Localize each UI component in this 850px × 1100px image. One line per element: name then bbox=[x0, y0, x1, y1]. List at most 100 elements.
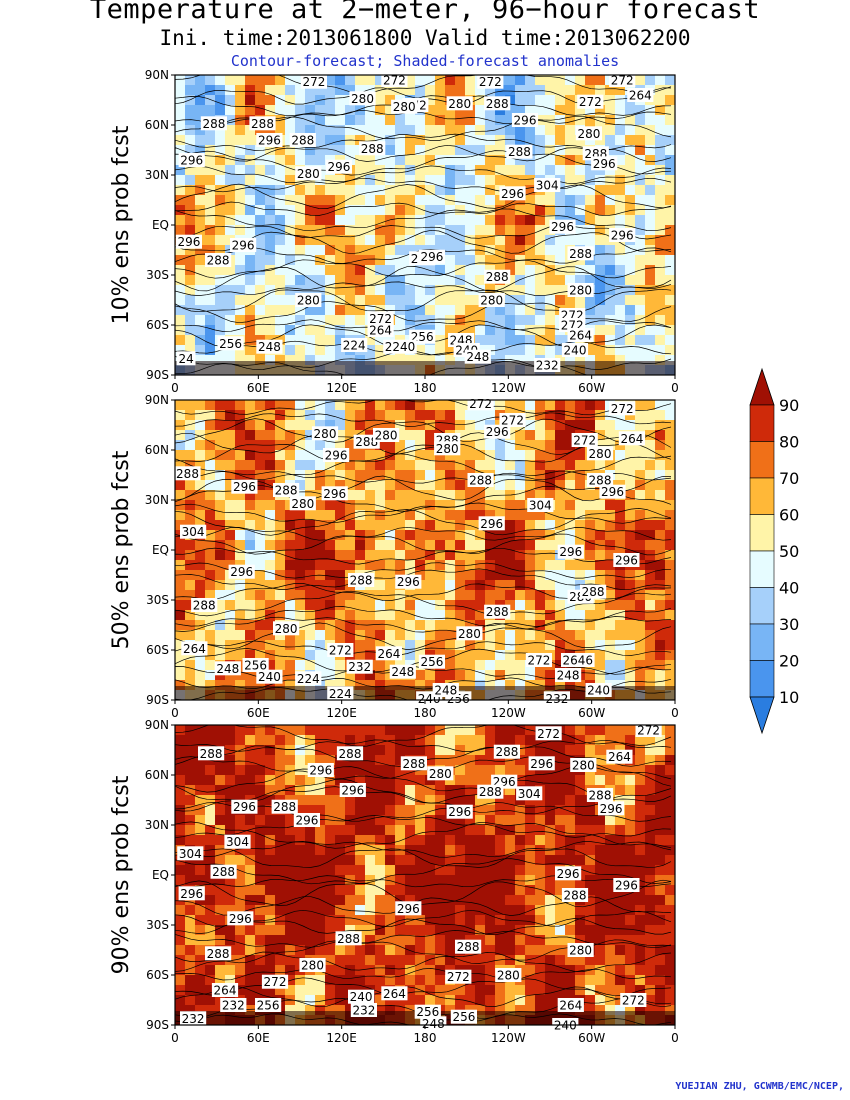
shade-cell bbox=[635, 225, 646, 236]
shade-cell bbox=[585, 570, 596, 581]
shade-cell bbox=[605, 620, 616, 631]
shade-cell bbox=[355, 885, 366, 896]
shade-cell bbox=[635, 145, 646, 156]
shade-cell bbox=[375, 165, 386, 176]
shade-cell bbox=[245, 275, 256, 286]
shade-cell bbox=[265, 600, 276, 611]
shade-cell bbox=[555, 560, 566, 571]
shade-cell bbox=[465, 195, 476, 206]
shade-cell bbox=[335, 470, 346, 481]
contour-label-box bbox=[289, 496, 316, 511]
contour-label-box bbox=[178, 153, 205, 167]
shade-cell bbox=[185, 925, 196, 936]
shade-cell bbox=[305, 785, 316, 796]
shade-cell bbox=[365, 460, 376, 471]
shade-cell bbox=[265, 570, 276, 581]
shade-cell bbox=[225, 85, 236, 96]
shade-cell bbox=[555, 145, 566, 156]
shade-cell bbox=[295, 785, 306, 796]
y-tick-label: 60N bbox=[145, 443, 169, 457]
shade-cell bbox=[245, 315, 256, 326]
shade-cell bbox=[215, 135, 226, 146]
shade-cell bbox=[615, 175, 626, 186]
shade-cell bbox=[565, 145, 576, 156]
shade-cell bbox=[335, 175, 346, 186]
shade-cell bbox=[275, 835, 286, 846]
shade-cell bbox=[325, 845, 336, 856]
shade-cell bbox=[405, 1005, 416, 1016]
shade-cell bbox=[485, 915, 496, 926]
shade-cell bbox=[495, 205, 506, 216]
shade-cell bbox=[375, 765, 386, 776]
shade-cell bbox=[655, 650, 666, 661]
shade-cell bbox=[485, 835, 496, 846]
shade-cell bbox=[665, 265, 675, 276]
shade-cell bbox=[665, 125, 675, 136]
shade-cell bbox=[385, 470, 396, 481]
shade-cell bbox=[495, 305, 506, 316]
shade-cell bbox=[515, 660, 526, 671]
shade-cell bbox=[255, 295, 266, 306]
shade-cell bbox=[635, 355, 646, 366]
shade-cell bbox=[395, 620, 406, 631]
shade-cell bbox=[615, 915, 626, 926]
shade-cell bbox=[375, 215, 386, 226]
shade-cell bbox=[465, 490, 476, 501]
shade-cell bbox=[215, 650, 226, 661]
shade-cell bbox=[175, 550, 186, 561]
shade-cell bbox=[455, 75, 466, 86]
shade-cell bbox=[305, 550, 316, 561]
shade-cell bbox=[355, 905, 366, 916]
panel-label: 10% ens prob fcst bbox=[109, 125, 134, 324]
shade-cell bbox=[655, 825, 666, 836]
contour-label-box bbox=[535, 726, 562, 741]
shade-cell bbox=[295, 865, 306, 876]
shade-cell bbox=[295, 755, 306, 766]
contour-line bbox=[175, 418, 672, 444]
shade-cell bbox=[455, 245, 466, 256]
shade-cell bbox=[635, 470, 646, 481]
shade-cell bbox=[395, 490, 406, 501]
shade-cell bbox=[195, 255, 206, 266]
shade-cell bbox=[645, 765, 656, 776]
shade-cell bbox=[645, 410, 656, 421]
shade-cell bbox=[505, 1005, 516, 1016]
shade-cell bbox=[615, 925, 626, 936]
shade-cell bbox=[655, 420, 666, 431]
shade-cell bbox=[535, 305, 546, 316]
shade-cell bbox=[385, 95, 396, 106]
shade-cell bbox=[365, 915, 376, 926]
shade-cell bbox=[535, 1005, 546, 1016]
shade-cell bbox=[395, 540, 406, 551]
shade-cell bbox=[205, 680, 216, 691]
shade-cell bbox=[425, 185, 436, 196]
shade-cell bbox=[265, 945, 276, 956]
shade-cell bbox=[345, 530, 356, 541]
shade-cell bbox=[395, 925, 406, 936]
shade-cell bbox=[515, 905, 526, 916]
shade-cell bbox=[605, 185, 616, 196]
shade-cell bbox=[175, 1005, 186, 1016]
contour-label: 288 bbox=[348, 573, 375, 588]
shade-cell bbox=[445, 215, 456, 226]
shade-cell bbox=[495, 590, 506, 601]
shade-cell bbox=[635, 630, 646, 641]
shade-cell bbox=[385, 355, 396, 366]
shade-cell bbox=[555, 620, 566, 631]
shade-cell bbox=[625, 725, 636, 736]
shade-cell bbox=[355, 125, 366, 136]
contour-label-text: 288 bbox=[339, 747, 362, 761]
shade-cell bbox=[205, 975, 216, 986]
shade-cell bbox=[535, 345, 546, 356]
shade-cell bbox=[555, 500, 566, 511]
shade-cell bbox=[555, 410, 566, 421]
shade-cell bbox=[555, 195, 566, 206]
shade-cell bbox=[495, 915, 506, 926]
shade-cell bbox=[615, 115, 626, 126]
shade-cell bbox=[245, 265, 256, 276]
shade-cell bbox=[495, 905, 506, 916]
shade-cell bbox=[405, 875, 416, 886]
contour-label-box bbox=[432, 683, 459, 697]
shade-cell bbox=[515, 225, 526, 236]
shade-cell bbox=[635, 1005, 646, 1016]
